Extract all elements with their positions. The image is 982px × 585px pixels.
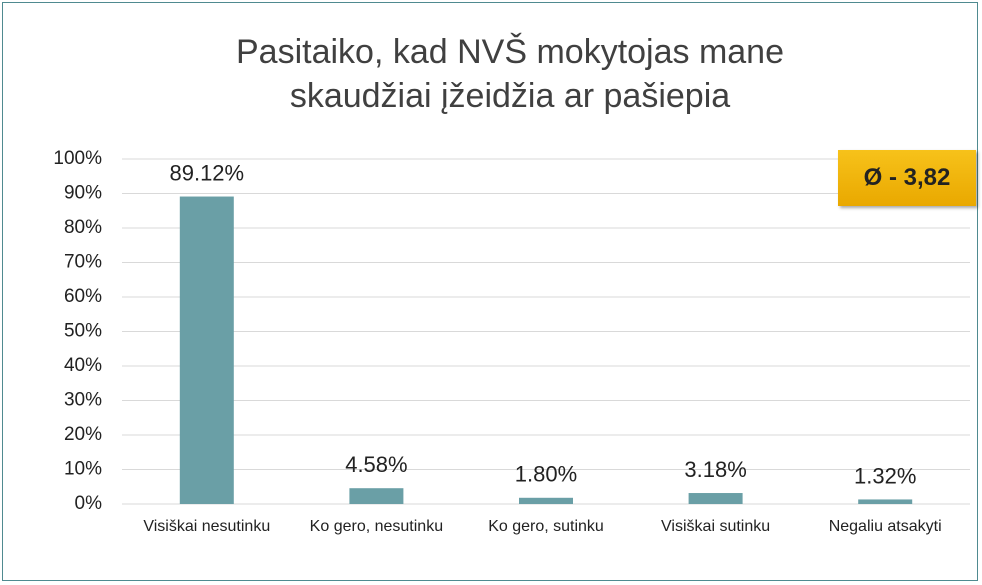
- data-label: 4.58%: [345, 452, 407, 477]
- y-tick-label: 10%: [64, 459, 102, 480]
- bar: [519, 497, 573, 504]
- x-tick-label: Ko gero, sutinku: [488, 518, 604, 535]
- annotation: Ø - 3,82: [838, 150, 976, 206]
- bar: [858, 499, 913, 504]
- x-tick-label: Ko gero, nesutinku: [309, 518, 444, 535]
- y-tick-label: 100%: [53, 148, 102, 169]
- chart-title: Pasitaiko, kad NVŠ mokytojas mane skaudž…: [235, 33, 785, 115]
- x-tick-label: Visiškai sutinku: [661, 518, 771, 535]
- y-tick-label: 60%: [64, 286, 102, 307]
- data-label: 1.80%: [515, 462, 577, 487]
- y-tick-label: 50%: [64, 321, 102, 342]
- y-tick-label: 80%: [64, 217, 102, 238]
- y-tick-label: 40%: [64, 355, 102, 376]
- y-tick-label: 30%: [64, 390, 102, 411]
- bar: [179, 196, 234, 504]
- data-label: 89.12%: [169, 160, 244, 185]
- y-tick-label: 70%: [64, 252, 102, 273]
- y-tick-label: 0%: [75, 493, 103, 514]
- bar: [349, 488, 404, 504]
- x-tick-label: Negaliu atsakyti: [828, 518, 942, 535]
- data-label: 1.32%: [854, 463, 916, 488]
- x-tick-label: Visiškai nesutinku: [143, 518, 271, 535]
- data-label: 3.18%: [684, 457, 746, 482]
- y-tick-label: 20%: [64, 424, 102, 445]
- y-tick-label: 90%: [64, 183, 102, 204]
- bar: [688, 493, 743, 504]
